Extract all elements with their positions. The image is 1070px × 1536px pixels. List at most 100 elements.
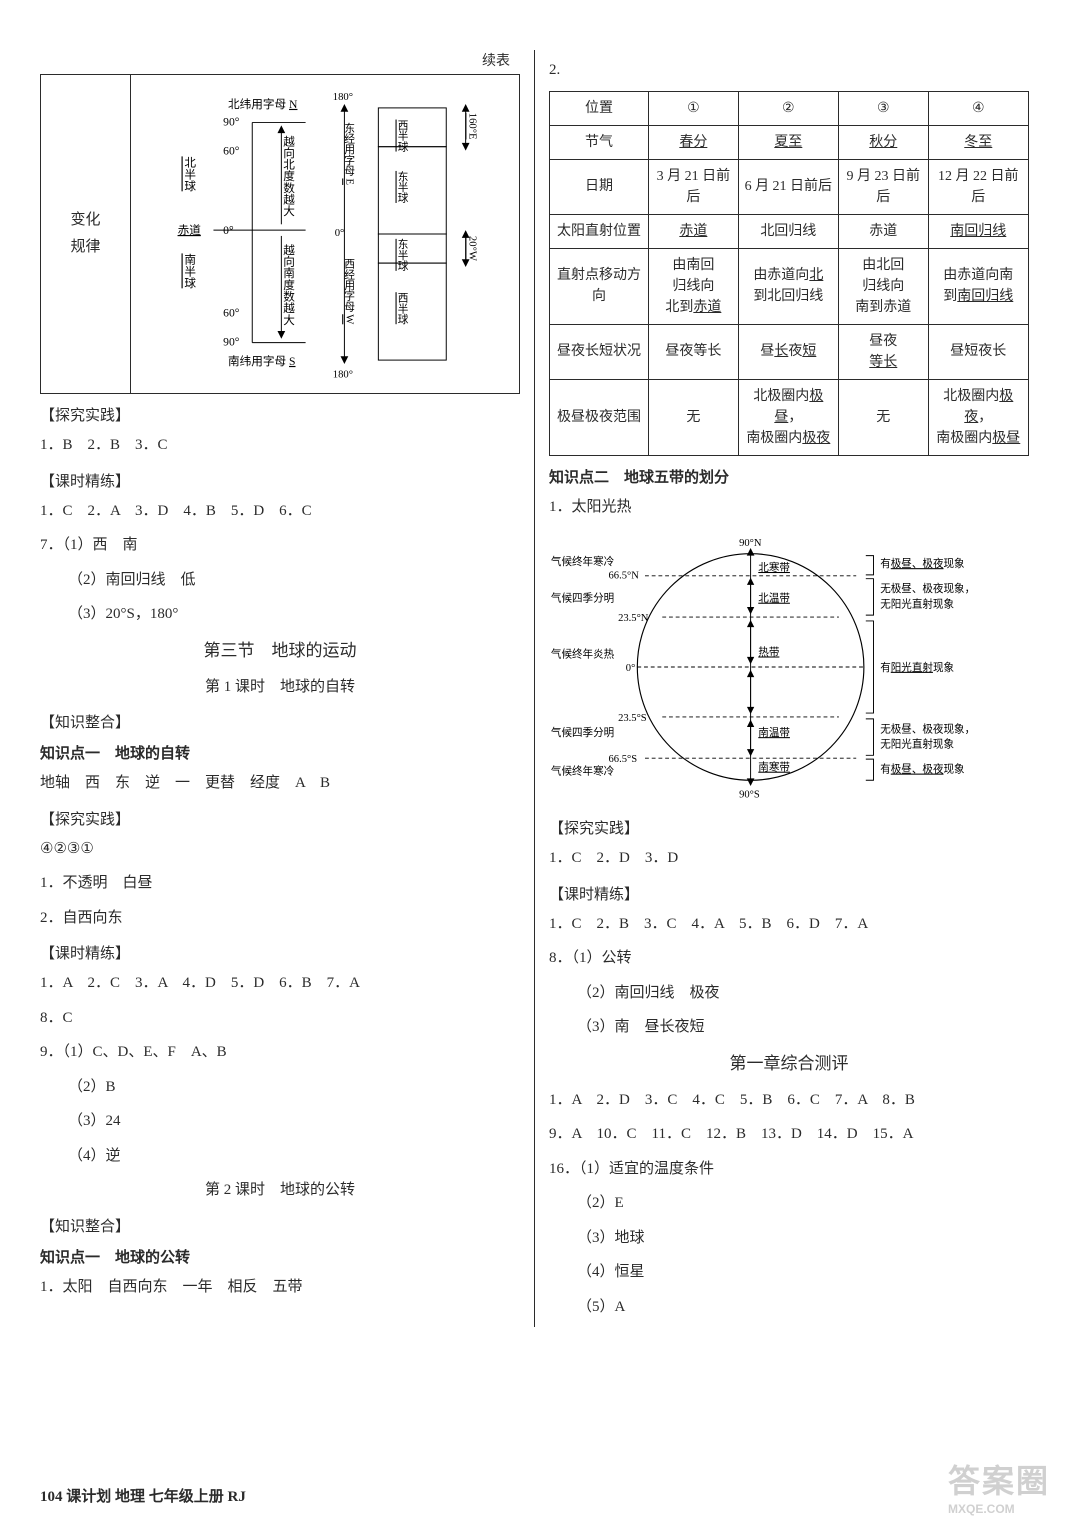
m2: 由赤道向北到北回归线	[738, 248, 838, 324]
keshi1-l3: （2）南回归线 低	[40, 566, 520, 595]
page-footer: 104 课计划 地理 七年级上册 RJ	[40, 1485, 246, 1506]
keshi2-l6: （4）逆	[40, 1142, 520, 1171]
d1: 3 月 21 日前后	[649, 159, 739, 214]
tanjiu2-l1: 1．不透明 白昼	[40, 869, 520, 898]
right-l2: 2.	[549, 56, 1029, 85]
dn4: 昼短夜长	[928, 324, 1028, 379]
section3-sub1: 第 1 课时 地球的自转	[40, 673, 520, 702]
tanjiu2-l2: 2．自西向东	[40, 904, 520, 933]
right-keshi-l2: 8．（1）公转	[549, 944, 1029, 973]
d3: 9 月 23 日前后	[839, 159, 929, 214]
row-polar: 极昼极夜范围	[550, 379, 649, 455]
lat-60n: 60°	[223, 144, 240, 157]
west-hemi-bot: 西半球	[397, 292, 409, 324]
z-north-cold: 北寒带	[758, 561, 790, 574]
row-daynight: 昼夜长短状况	[550, 324, 649, 379]
column-divider	[534, 50, 535, 1327]
tanjiu2-l0: ④②③①	[40, 835, 520, 864]
right-keshi-l1: 1．C 2．B 3．C 4．A 5．B 6．D 7．A	[549, 910, 1029, 939]
lon-e-letter-label: 东经用字母 E	[343, 122, 355, 185]
row-move: 直射点移动方向	[550, 248, 649, 324]
right-column: 2. 位置 ① ② ③ ④ 节气 春分 夏至 秋分 冬至 日期 3 月 21 日…	[539, 50, 1039, 1327]
section3-title: 第三节 地球的运动	[40, 635, 520, 667]
keshi2-l5: （3）24	[40, 1107, 520, 1136]
section-keshi-2: 【课时精练】	[40, 942, 520, 963]
section3-sub2: 第 2 课时 地球的公转	[40, 1176, 520, 1205]
equator-label: 赤道	[178, 223, 202, 237]
earth-zones-diagram: 90°N 66.5°N 23.5°N 0° 23.5°S 66.5°S 90°S…	[549, 527, 1029, 807]
th-4: ④	[928, 91, 1028, 125]
kp2-left-title: 知识点一 地球的公转	[40, 1246, 520, 1267]
keshi2-l3: 9．（1）C、D、E、F A、B	[40, 1038, 520, 1067]
z-climate-hot: 气候终年炎热	[551, 647, 615, 660]
m4: 由赤道向南到南回归线	[928, 248, 1028, 324]
dn2: 昼长夜短	[738, 324, 838, 379]
z-lat23n: 23.5°N	[618, 613, 649, 624]
chapter-test-title: 第一章综合测评	[549, 1048, 1029, 1080]
chap-l3: 16．（1）适宜的温度条件	[549, 1155, 1029, 1184]
z-r1: 有极昼、极夜现象	[880, 557, 965, 570]
z-north-temp: 北温带	[758, 593, 790, 605]
lat-n-letter-label: 北纬用字母 N	[228, 97, 298, 111]
s3: 赤道	[839, 214, 929, 248]
right-tanjiu-l1: 1．C 2．D 3．D	[549, 844, 1029, 873]
chap-l2: 9．A 10．C 11．C 12．B 13．D 14．D 15．A	[549, 1120, 1029, 1149]
z-climate-temp-n: 气候四季分明	[551, 592, 614, 605]
section-zhishi-2: 【知识整合】	[40, 1215, 520, 1236]
th-pos: 位置	[550, 91, 649, 125]
diagram-body: 北纬用字母 N 90° 60° 0° 60° 90° 南纬用字母 S 北	[131, 75, 519, 393]
chap-l4: （2）E	[549, 1189, 1029, 1218]
tanjiu1-answers: 1．B 2．B 3．C	[40, 431, 520, 460]
diagram-row-label: 变化 规律	[41, 75, 131, 393]
row-jieqi: 节气	[550, 125, 649, 159]
keshi2-l4: （2）B	[40, 1073, 520, 1102]
z-climate-cold-s: 气候终年寒冷	[551, 765, 615, 778]
p3: 无	[839, 379, 929, 455]
z-climate-cold-n: 气候终年寒冷	[551, 555, 615, 568]
d2: 6 月 21 日前后	[738, 159, 838, 214]
lat-90s: 90°	[223, 336, 240, 349]
jq3: 秋分	[839, 125, 929, 159]
watermark: 答案圈 MXQE.COM	[948, 1456, 1050, 1516]
kp1-l1: 地轴 西 东 逆 一 更替 经度 A B	[40, 769, 520, 798]
z-r2b: 无阳光直射现象	[880, 597, 954, 610]
jq4: 冬至	[928, 125, 1028, 159]
east-hemi-bot: 东半球	[397, 238, 409, 271]
z-lat0: 0°	[626, 663, 636, 674]
kp2-right-l1: 1．太阳光热	[549, 493, 1029, 522]
z-tropical: 热带	[758, 645, 780, 658]
dn3: 昼夜等长	[839, 324, 929, 379]
lat-s-letter-label: 南纬用字母 S	[228, 354, 296, 368]
s4: 南回归线	[928, 214, 1028, 248]
z-r5: 有极昼、极夜现象	[880, 763, 965, 776]
section-keshi-1: 【课时精练】	[40, 470, 520, 491]
lat-90n: 90°	[223, 115, 240, 128]
z-r4b: 无阳光直射现象	[880, 738, 954, 751]
lon-180-top: 180°	[333, 91, 353, 103]
chap-l6: （4）恒星	[549, 1258, 1029, 1287]
z-lat66n: 66.5°N	[609, 571, 640, 582]
chap-l7: （5）A	[549, 1293, 1029, 1322]
keshi1-l4: （3）20°S，180°	[40, 600, 520, 629]
z-lat90s: 90°S	[739, 790, 760, 801]
th-2: ②	[738, 91, 838, 125]
east-hemi-top: 东半球	[397, 170, 409, 203]
kp2-right-title: 知识点二 地球五带的划分	[549, 466, 1029, 487]
section-zhishi-1: 【知识整合】	[40, 711, 520, 732]
lat-60s: 60°	[223, 306, 240, 319]
lon-180-bot: 180°	[333, 369, 353, 381]
lon-0: 0°	[335, 227, 345, 239]
z-r3: 有阳光直射现象	[880, 661, 954, 674]
keshi2-l1: 1．A 2．C 3．A 4．D 5．D 6．B 7．A	[40, 969, 520, 998]
jq2: 夏至	[738, 125, 838, 159]
keshi1-l2: 7．（1）西 南	[40, 531, 520, 560]
kp1-title: 知识点一 地球的自转	[40, 742, 520, 763]
z-south-temp: 南温带	[758, 726, 790, 739]
z-r4: 无极昼、极夜现象，	[880, 722, 975, 735]
d4: 12 月 22 日前后	[928, 159, 1028, 214]
m3: 由北回归线向南到赤道	[839, 248, 929, 324]
south-hemisphere-label: 南半球	[183, 253, 196, 289]
jq1: 春分	[649, 125, 739, 159]
left-column: 续表 变化 规律 北纬用字母 N 90° 60° 0° 60° 90°	[30, 50, 530, 1327]
west-hemi-top: 西半球	[397, 120, 409, 152]
